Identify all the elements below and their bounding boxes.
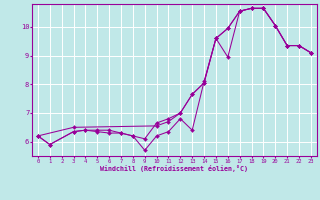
X-axis label: Windchill (Refroidissement éolien,°C): Windchill (Refroidissement éolien,°C) [100,165,248,172]
